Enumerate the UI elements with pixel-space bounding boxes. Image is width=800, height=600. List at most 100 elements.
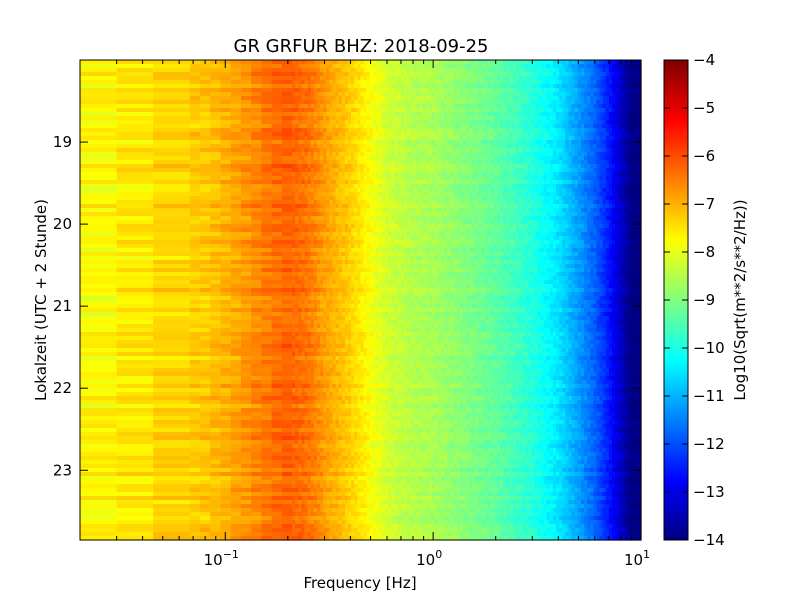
heatmap-cell <box>584 120 588 125</box>
heatmap-cell <box>584 80 588 85</box>
heatmap-cell <box>391 92 396 97</box>
heatmap-cell <box>599 124 604 129</box>
heatmap-cell <box>419 72 424 77</box>
heatmap-cell <box>503 64 507 69</box>
heatmap-cell <box>116 196 154 201</box>
heatmap-cell <box>210 176 222 181</box>
heatmap-cell <box>503 128 507 133</box>
heatmap-cell <box>116 200 154 205</box>
heatmap-cell <box>478 76 483 81</box>
heatmap-cell <box>521 100 526 105</box>
heatmap-cell <box>394 116 399 121</box>
heatmap-cell <box>621 68 625 73</box>
heatmap-cell <box>503 72 507 77</box>
heatmap-cell <box>230 64 242 69</box>
heatmap-cell <box>382 80 386 85</box>
heatmap-cell <box>472 108 476 113</box>
heatmap-cell <box>587 116 591 121</box>
heatmap-cell <box>493 80 498 85</box>
heatmap-cell <box>116 84 154 89</box>
heatmap-cell <box>363 64 368 69</box>
heatmap-cell <box>444 108 448 113</box>
heatmap-cell <box>605 116 610 121</box>
heatmap-cell <box>397 112 402 117</box>
heatmap-cell <box>528 124 532 129</box>
heatmap-cell <box>422 128 427 133</box>
heatmap-cell <box>546 108 551 113</box>
heatmap-cell <box>295 100 299 105</box>
heatmap-cell <box>571 80 576 85</box>
heatmap-cell <box>338 84 343 89</box>
heatmap-cell <box>261 88 273 93</box>
heatmap-cell <box>515 80 520 85</box>
heatmap-cell <box>546 96 551 101</box>
heatmap-cell <box>559 128 563 133</box>
heatmap-cell <box>521 120 526 125</box>
heatmap-cell <box>543 132 548 137</box>
heatmap-cell <box>481 132 486 137</box>
heatmap-cell <box>189 184 201 189</box>
heatmap-cell <box>307 104 312 109</box>
heatmap-cell <box>310 64 315 69</box>
heatmap-cell <box>549 96 554 101</box>
heatmap-cell <box>441 132 445 137</box>
heatmap-cell <box>379 116 383 121</box>
heatmap-cell <box>413 68 417 73</box>
heatmap-cell <box>301 104 306 109</box>
heatmap-cell <box>556 104 560 109</box>
heatmap-cell <box>503 60 507 65</box>
heatmap-cell <box>512 124 517 129</box>
heatmap-cell <box>403 116 408 121</box>
heatmap-cell <box>189 84 201 89</box>
heatmap-cell <box>80 128 118 133</box>
heatmap-cell <box>456 112 461 117</box>
heatmap-cell <box>210 164 222 169</box>
heatmap-cell <box>618 104 622 109</box>
heatmap-cell <box>475 124 480 129</box>
heatmap-cell <box>271 100 283 105</box>
heatmap-cell <box>518 128 523 133</box>
heatmap-cell <box>326 120 330 125</box>
heatmap-cell <box>571 120 576 125</box>
heatmap-cell <box>438 92 442 97</box>
heatmap-cell <box>372 60 377 65</box>
heatmap-cell <box>338 128 343 133</box>
heatmap-cell <box>593 84 598 89</box>
heatmap-cell <box>565 124 570 129</box>
heatmap-cell <box>478 132 483 137</box>
heatmap-cell <box>403 124 408 129</box>
heatmap-cell <box>351 88 355 93</box>
heatmap-cell <box>251 152 263 157</box>
heatmap-cell <box>515 100 520 105</box>
heatmap-cell <box>391 64 396 69</box>
heatmap-cell <box>478 80 483 85</box>
heatmap-cell <box>605 84 610 89</box>
heatmap-cell <box>580 108 585 113</box>
heatmap-cell <box>537 112 542 117</box>
heatmap-cell <box>450 64 455 69</box>
heatmap-cell <box>503 116 507 121</box>
heatmap-cell <box>549 116 554 121</box>
heatmap-cell <box>326 88 330 93</box>
heatmap-cell <box>240 60 252 65</box>
heatmap-cell <box>562 112 566 117</box>
heatmap-cell <box>153 116 191 121</box>
heatmap-cell <box>366 64 371 69</box>
heatmap-cell <box>469 76 473 81</box>
heatmap-cell <box>326 80 330 85</box>
heatmap-cell <box>596 88 601 93</box>
heatmap-cell <box>385 120 389 125</box>
heatmap-cell <box>338 72 343 77</box>
heatmap-cell <box>366 84 371 89</box>
heatmap-cell <box>593 108 598 113</box>
heatmap-cell <box>385 124 389 129</box>
heatmap-cell <box>534 64 539 69</box>
heatmap-cell <box>189 168 201 173</box>
heatmap-cell <box>379 104 383 109</box>
heatmap-cell <box>537 120 542 125</box>
heatmap-cell <box>369 128 374 133</box>
heatmap-cell <box>379 64 383 69</box>
heatmap-cell <box>552 132 557 137</box>
heatmap-cell <box>487 124 492 129</box>
